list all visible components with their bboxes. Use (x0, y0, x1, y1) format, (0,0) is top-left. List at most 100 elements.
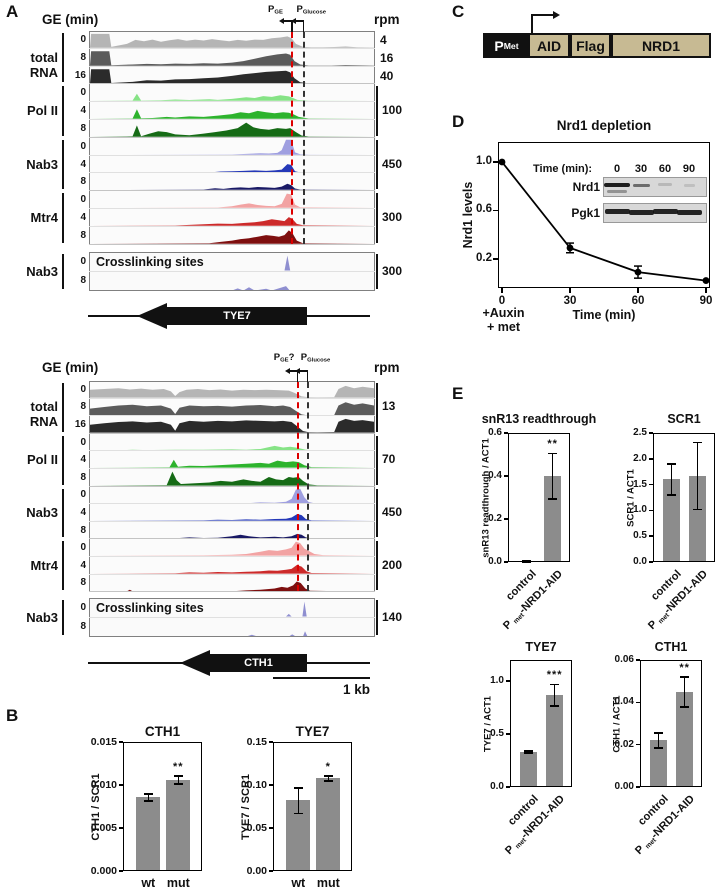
track-row-line (89, 432, 375, 434)
error-bar-line (696, 442, 699, 510)
error-bar-cap (323, 774, 333, 777)
ge-time-label: 8 (80, 176, 86, 188)
ge-time-label: 8 (80, 229, 86, 241)
crosslink-profile-8 (90, 273, 374, 290)
track-profile-PolII-8 (90, 470, 374, 486)
y-tick-label: 0.5 (633, 530, 647, 542)
promoter-elbow-h (294, 20, 304, 22)
y-tick-mark (269, 870, 273, 872)
track-row-line (89, 225, 375, 227)
y-tick-mark (636, 743, 640, 746)
y-tick-label: 0.6 (476, 203, 492, 216)
y-tick-mark (506, 786, 510, 788)
x-tick-label: 90 (699, 295, 713, 307)
y-tick-label: 0.15 (246, 736, 267, 748)
scale-bar-label: 1 kb (342, 682, 370, 697)
track-row-line (89, 154, 375, 156)
track-row-line (89, 208, 375, 209)
rpm-scale-bar (376, 488, 378, 538)
y-tick-mark (493, 161, 498, 163)
significance-stars: ** (173, 760, 184, 773)
track-profile-Nab3-0 (90, 139, 374, 155)
y-tick-mark (504, 432, 508, 434)
track-group-label: Nab3 (26, 263, 58, 279)
track-row-line (89, 119, 375, 120)
y-tick-mark (119, 784, 123, 786)
promoter-label-pglucose: PGlucose (296, 4, 327, 16)
track-group-label: Mtr4 (30, 557, 58, 573)
promoter-elbow-v (306, 370, 309, 382)
rpm-label: 70 (382, 452, 396, 467)
construct-segment-flag: Flag (570, 33, 611, 58)
ge-time-label: 8 (80, 471, 86, 483)
blot-gel (603, 177, 707, 197)
y-tick-mark (649, 561, 653, 563)
error-bar-line (147, 793, 150, 801)
error-bar-cap (548, 452, 558, 455)
bar (650, 740, 668, 786)
group-bracket (62, 488, 64, 538)
track-group-label: Nab3 (26, 609, 58, 625)
gene-arrowhead (180, 650, 210, 676)
y-tick-mark (119, 741, 123, 743)
y-tick-label: 1.0 (633, 504, 647, 516)
chart-title-D: Nrd1 depletion (556, 118, 652, 133)
y-axis-label-E-snR13: snR13 readthrough / ACT1 (480, 437, 492, 558)
y-tick-label: 2.5 (633, 427, 647, 438)
track-row-line (89, 591, 375, 593)
blot-lane-label: 0 (613, 163, 621, 175)
y-tick-label: 0.015 (90, 736, 117, 748)
y-tick-mark (119, 870, 123, 872)
construct-tss-vline (531, 14, 533, 33)
error-bar-cap (693, 508, 703, 511)
track-profile-totalRNA-0 (90, 32, 374, 48)
group-bracket (62, 86, 64, 136)
y-tick-mark (649, 432, 653, 434)
error-bar-cap (667, 463, 677, 465)
promoter-label-pge: PGE (268, 4, 283, 16)
blot-band (604, 183, 630, 187)
group-bracket (62, 33, 64, 83)
error-bar-cap (293, 812, 303, 815)
blot-band (652, 209, 678, 214)
track-row-line (89, 573, 375, 575)
blot-band (628, 210, 654, 215)
error-bar-cap (550, 683, 560, 686)
track-profile-Nab3-0 (90, 488, 374, 504)
rpm-label: 4 (380, 32, 387, 47)
ge-header-label: GE (min) (42, 360, 99, 375)
track-row-line (89, 243, 375, 245)
rpm-scale-bar (376, 383, 378, 432)
y-tick-label: 0.02 (614, 738, 634, 750)
x-tick-label: 60 (631, 295, 645, 307)
blot-band (607, 190, 627, 193)
track-row-line (89, 538, 375, 540)
y-tick-label: 0.6 (488, 427, 502, 438)
ge-time-label: 8 (80, 51, 86, 63)
group-bracket (62, 139, 64, 190)
y-tick-mark (649, 535, 653, 537)
ge-time-label: 0 (80, 33, 86, 45)
error-bar-cap (522, 559, 532, 562)
crosslink-title: Crosslinking sites (96, 601, 204, 615)
ge-time-label: 0 (80, 542, 86, 554)
blot-header: Time (min): (533, 163, 593, 175)
promoter-elbow-v (291, 20, 293, 32)
ge-time-label: 4 (80, 507, 86, 518)
auxin-annotation-line2: + met (486, 320, 520, 334)
error-bar-cap (550, 704, 560, 707)
y-axis-label-E-TYE7: TYE7 / ACT1 (482, 695, 494, 752)
panel-d-label: D (452, 112, 465, 131)
y-tick-label: 1.0 (476, 155, 492, 167)
group-bracket (62, 541, 64, 591)
promoter-elbow-v (296, 370, 299, 382)
rpm-label: 450 (382, 156, 403, 171)
y-tick-label: 0.0 (488, 556, 502, 567)
error-bar-line (527, 751, 530, 754)
error-bar-cap (548, 497, 558, 500)
ge-time-label: 0 (80, 601, 86, 613)
error-bar-cap (143, 799, 153, 802)
significance-stars: ** (679, 661, 690, 674)
ge-time-label: 0 (80, 436, 86, 448)
promoter-dashed-line (302, 32, 305, 244)
